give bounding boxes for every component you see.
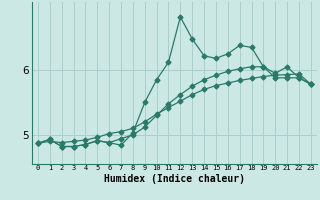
X-axis label: Humidex (Indice chaleur): Humidex (Indice chaleur) [104,174,245,184]
